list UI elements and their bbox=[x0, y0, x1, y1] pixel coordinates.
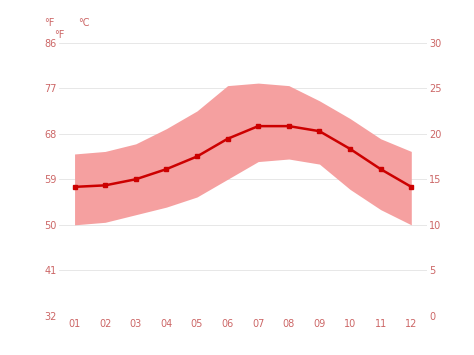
Text: °F: °F bbox=[54, 30, 64, 40]
Text: °F: °F bbox=[44, 18, 55, 28]
Text: °C: °C bbox=[78, 18, 90, 28]
